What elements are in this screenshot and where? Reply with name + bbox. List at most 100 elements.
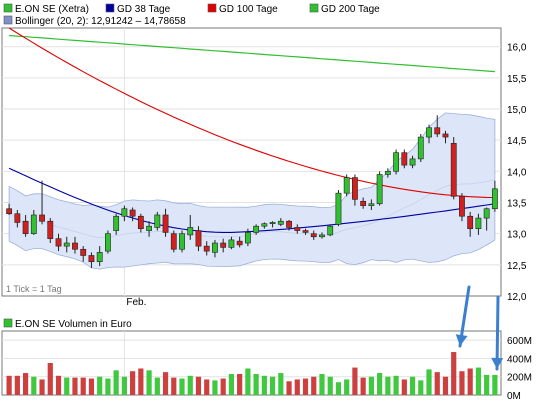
candle-body	[6, 208, 13, 215]
candlestick	[195, 226, 202, 252]
volume-bar	[393, 375, 399, 395]
candle-body	[319, 234, 325, 238]
candlestick	[121, 205, 128, 222]
volume-bar	[459, 371, 465, 395]
volume-bar	[14, 375, 20, 395]
price-y-tick-label: 12,0	[507, 292, 527, 303]
arrow-annotation	[491, 295, 504, 371]
candle-body	[187, 227, 194, 236]
candlestick	[179, 230, 185, 253]
candle-body	[368, 203, 375, 206]
legend-swatch-gd38	[105, 3, 115, 13]
volume-bar	[302, 378, 309, 395]
volume-bar	[327, 376, 333, 395]
gd38-line	[8, 167, 495, 233]
volume-bar	[319, 373, 325, 395]
candle-body	[483, 208, 490, 219]
candlestick	[459, 193, 465, 222]
candlestick	[228, 236, 235, 250]
price-y-tick-label: 15,5	[507, 74, 527, 85]
volume-bar	[385, 376, 391, 395]
candle-body	[244, 232, 251, 244]
volume-bar	[204, 379, 210, 395]
gd100-line	[8, 27, 495, 199]
volume-y-tick-label: 600M	[507, 336, 532, 347]
price-y-tick-label: 14,0	[507, 167, 527, 178]
candlestick	[96, 246, 103, 267]
candle-body	[409, 158, 416, 166]
legend-swatch-gd200	[309, 3, 319, 13]
candle-body	[310, 233, 317, 238]
candle-body	[228, 239, 235, 248]
candlestick	[88, 252, 95, 268]
candlestick	[162, 208, 169, 237]
volume-bar	[451, 352, 457, 395]
price-y-tick-label: 12,5	[507, 261, 527, 272]
candlestick	[450, 137, 457, 200]
arrow-head	[491, 357, 504, 369]
candle-body	[162, 214, 169, 233]
volume-bar	[269, 376, 276, 395]
candle-body	[360, 200, 367, 206]
candle-body	[72, 242, 78, 250]
candlestick	[343, 174, 350, 197]
volume-y-tick-label: 0M	[507, 391, 521, 401]
candlestick	[146, 221, 152, 237]
candlestick	[72, 236, 78, 254]
candlestick	[105, 230, 111, 254]
bollinger-band	[8, 112, 496, 270]
candle-body	[417, 136, 424, 160]
candle-body	[277, 220, 284, 225]
candle-body	[384, 171, 391, 175]
candlestick	[393, 149, 399, 175]
volume-bar	[434, 372, 440, 395]
volume-bar	[130, 371, 136, 395]
gd200-line	[9, 34, 495, 73]
legend-label-price: E.ON SE (Xetra)	[15, 4, 89, 15]
candle-body	[286, 220, 292, 228]
candle-body	[442, 133, 449, 138]
volume-bar	[212, 380, 218, 395]
volume-bar	[344, 379, 350, 395]
candle-body	[236, 240, 243, 246]
legend-swatch-bollinger	[3, 15, 13, 25]
candlestick	[368, 199, 375, 210]
candle-body	[352, 177, 358, 200]
candle-body	[96, 252, 103, 263]
candle-body	[212, 242, 218, 253]
volume-bar	[55, 375, 62, 395]
candle-body	[467, 215, 474, 229]
volume-bar	[475, 367, 482, 395]
candle-body	[401, 152, 408, 166]
volume-bar	[220, 378, 226, 395]
price-y-tick-label: 13,0	[507, 230, 527, 241]
price-y-axis: 12,0 12,5 13,0 13,5 14,0 14,5 15,0 15,5 16,0	[507, 43, 527, 303]
legend-label-gd38: GD 38 Tage	[117, 4, 171, 15]
volume-bar	[146, 370, 152, 395]
candlestick	[63, 236, 70, 253]
volume-bar	[426, 369, 432, 395]
candlestick	[384, 168, 391, 178]
price-y-tick-label: 16,0	[507, 43, 527, 54]
volume-bar	[228, 373, 235, 395]
candlestick	[170, 230, 177, 253]
volume-bar	[286, 381, 292, 395]
volume-bar	[294, 379, 300, 395]
candlestick	[426, 124, 432, 144]
bollinger-middle-line	[8, 179, 495, 239]
volume-y-tick-label: 200M	[507, 373, 532, 384]
candlestick	[244, 228, 251, 247]
candlestick	[47, 218, 54, 244]
candlestick	[39, 180, 45, 225]
candlestick	[137, 213, 144, 233]
volume-bar	[442, 376, 449, 395]
annotation-arrows	[455, 285, 504, 371]
legend-label-bollinger: Bollinger (20, 2): 12,91242 – 14,78658	[15, 16, 186, 27]
candle-body	[137, 215, 144, 229]
volume-bar	[484, 374, 490, 395]
volume-bar	[39, 379, 45, 395]
candlestick	[286, 219, 292, 231]
candle-body	[491, 188, 498, 210]
volume-bar	[64, 377, 70, 395]
